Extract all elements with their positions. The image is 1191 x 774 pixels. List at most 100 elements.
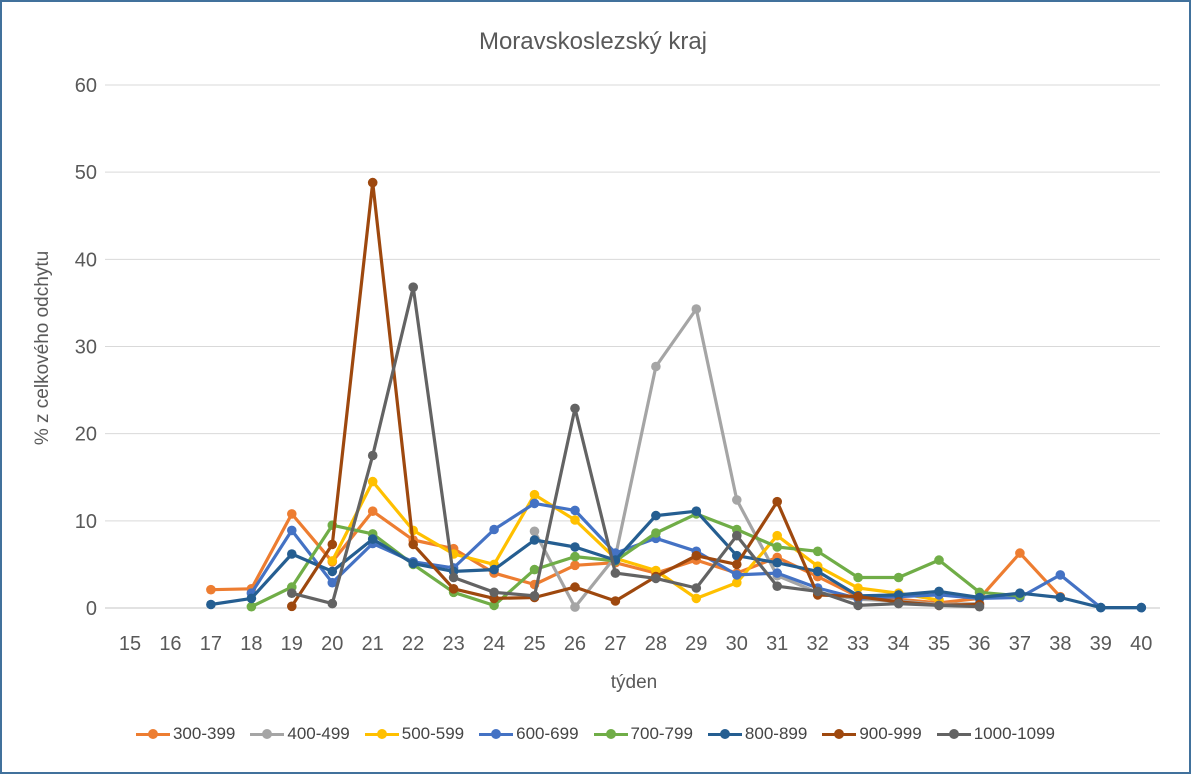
data-point-400-499-w29[interactable] xyxy=(691,304,702,314)
data-point-900-999-w30[interactable] xyxy=(732,559,742,570)
data-point-1000-1099-w30[interactable] xyxy=(732,530,742,541)
series-line-1000-1099[interactable] xyxy=(290,285,982,609)
data-point-400-499-w26[interactable] xyxy=(570,602,580,612)
data-point-500-599-w21[interactable] xyxy=(367,476,378,487)
data-point-900-999-w20[interactable] xyxy=(327,539,338,550)
data-point-800-899-w28[interactable] xyxy=(651,510,661,521)
data-point-500-599-w26[interactable] xyxy=(570,515,580,525)
data-point-300-399-w26[interactable] xyxy=(570,560,580,571)
data-point-500-599-w30[interactable] xyxy=(732,577,742,588)
data-point-500-599-w33[interactable] xyxy=(853,583,863,593)
data-point-800-899-w21[interactable] xyxy=(367,534,378,544)
data-point-700-799-w24[interactable] xyxy=(489,600,499,611)
data-point-800-899-w31[interactable] xyxy=(772,557,782,568)
data-point-1000-1099-w29[interactable] xyxy=(691,583,702,593)
data-point-300-399-w17[interactable] xyxy=(206,584,216,595)
data-point-600-699-w30[interactable] xyxy=(732,570,742,580)
data-point-800-899-w32[interactable] xyxy=(812,566,823,577)
data-point-1000-1099-w19[interactable] xyxy=(287,588,297,598)
legend-item-400-499[interactable]: 400-499 xyxy=(250,724,350,744)
data-point-800-899-w35[interactable] xyxy=(934,586,944,597)
series-line-300-399[interactable] xyxy=(209,509,1062,605)
data-point-900-999-w33[interactable] xyxy=(853,591,863,602)
data-point-700-799-w31[interactable] xyxy=(772,542,782,552)
data-point-1000-1099-w26[interactable] xyxy=(570,403,580,414)
data-point-700-799-w32[interactable] xyxy=(812,546,823,557)
data-point-1000-1099-w23[interactable] xyxy=(448,572,459,583)
series-line-800-899[interactable] xyxy=(209,509,1143,610)
data-point-1000-1099-w33[interactable] xyxy=(853,600,863,611)
data-point-800-899-w25[interactable] xyxy=(529,535,540,545)
data-point-800-899-w24[interactable] xyxy=(489,564,499,575)
data-point-400-499-w28[interactable] xyxy=(651,361,661,372)
data-point-1000-1099-w34[interactable] xyxy=(893,598,904,609)
legend-item-800-899[interactable]: 800-899 xyxy=(707,724,808,744)
data-point-800-899-w26[interactable] xyxy=(570,542,580,552)
data-point-1000-1099-w31[interactable] xyxy=(772,581,782,591)
data-point-500-599-w25[interactable] xyxy=(529,489,540,500)
data-point-800-899-w19[interactable] xyxy=(287,549,297,559)
legend-label: 800-899 xyxy=(744,724,808,743)
data-point-900-999-w19[interactable] xyxy=(287,601,297,612)
data-point-1000-1099-w24[interactable] xyxy=(489,587,499,598)
data-point-300-399-w19[interactable] xyxy=(287,509,297,519)
data-point-700-799-w33[interactable] xyxy=(853,572,863,583)
data-point-1000-1099-w28[interactable] xyxy=(651,573,661,584)
data-point-1000-1099-w32[interactable] xyxy=(812,586,823,597)
data-point-700-799-w25[interactable] xyxy=(529,564,540,575)
data-point-400-499-w25[interactable] xyxy=(529,526,540,537)
data-point-900-999-w21[interactable] xyxy=(367,177,378,188)
legend-item-1000-1099[interactable]: 1000-1099 xyxy=(936,724,1055,744)
data-point-800-899-w38[interactable] xyxy=(1055,592,1066,603)
data-point-300-399-w37[interactable] xyxy=(1015,548,1025,558)
data-point-800-899-w37[interactable] xyxy=(1015,588,1025,598)
data-point-800-899-w40[interactable] xyxy=(1136,602,1147,613)
data-point-900-999-w29[interactable] xyxy=(691,550,702,561)
data-point-700-799-w34[interactable] xyxy=(893,572,904,583)
data-point-800-899-w39[interactable] xyxy=(1096,602,1106,613)
data-point-600-699-w20[interactable] xyxy=(327,577,338,588)
legend-item-300-399[interactable]: 300-399 xyxy=(135,724,235,744)
data-point-700-799-w26[interactable] xyxy=(570,551,580,562)
data-point-800-899-w18[interactable] xyxy=(246,593,257,604)
legend-item-600-699[interactable]: 600-699 xyxy=(479,724,579,744)
data-point-1000-1099-w22[interactable] xyxy=(408,282,419,293)
data-point-500-599-w31[interactable] xyxy=(772,530,782,541)
data-point-900-999-w31[interactable] xyxy=(772,496,782,507)
series-line-700-799[interactable] xyxy=(249,512,1022,609)
data-point-1000-1099-w35[interactable] xyxy=(934,600,944,611)
data-point-600-699-w19[interactable] xyxy=(287,525,297,536)
data-point-900-999-w22[interactable] xyxy=(408,539,419,550)
data-point-800-899-w20[interactable] xyxy=(327,566,338,577)
legend-item-700-799[interactable]: 700-799 xyxy=(593,724,693,744)
data-point-1000-1099-w25[interactable] xyxy=(529,591,540,601)
data-point-700-799-w35[interactable] xyxy=(934,555,944,565)
data-point-900-999-w27[interactable] xyxy=(610,596,621,606)
data-point-800-899-w29[interactable] xyxy=(691,506,702,516)
legend-item-900-999[interactable]: 900-999 xyxy=(822,724,922,744)
data-point-1000-1099-w20[interactable] xyxy=(327,598,338,609)
data-point-500-599-w20[interactable] xyxy=(327,556,338,566)
data-point-500-599-w29[interactable] xyxy=(691,593,702,604)
data-point-600-699-w38[interactable] xyxy=(1055,570,1066,580)
data-point-700-799-w18[interactable] xyxy=(246,601,257,612)
data-point-700-799-w28[interactable] xyxy=(651,528,661,538)
data-point-800-899-w17[interactable] xyxy=(206,599,216,610)
data-point-800-899-w34[interactable] xyxy=(893,590,904,600)
data-point-600-699-w24[interactable] xyxy=(489,524,499,535)
data-point-600-699-w31[interactable] xyxy=(772,568,782,578)
series-line-500-599[interactable] xyxy=(330,480,941,602)
data-point-800-899-w22[interactable] xyxy=(408,558,419,569)
data-point-1000-1099-w21[interactable] xyxy=(367,450,378,461)
data-point-1000-1099-w27[interactable] xyxy=(610,568,621,578)
data-point-400-499-w30[interactable] xyxy=(732,495,742,505)
series-line-900-999[interactable] xyxy=(290,181,982,608)
legend-item-500-599[interactable]: 500-599 xyxy=(364,724,464,744)
data-point-900-999-w26[interactable] xyxy=(570,582,580,592)
data-point-900-999-w23[interactable] xyxy=(448,584,459,594)
data-point-1000-1099-w36[interactable] xyxy=(974,601,985,612)
data-point-600-699-w26[interactable] xyxy=(570,505,580,516)
data-point-800-899-w36[interactable] xyxy=(974,592,985,603)
data-point-600-699-w25[interactable] xyxy=(529,498,540,509)
data-point-300-399-w21[interactable] xyxy=(367,506,378,516)
